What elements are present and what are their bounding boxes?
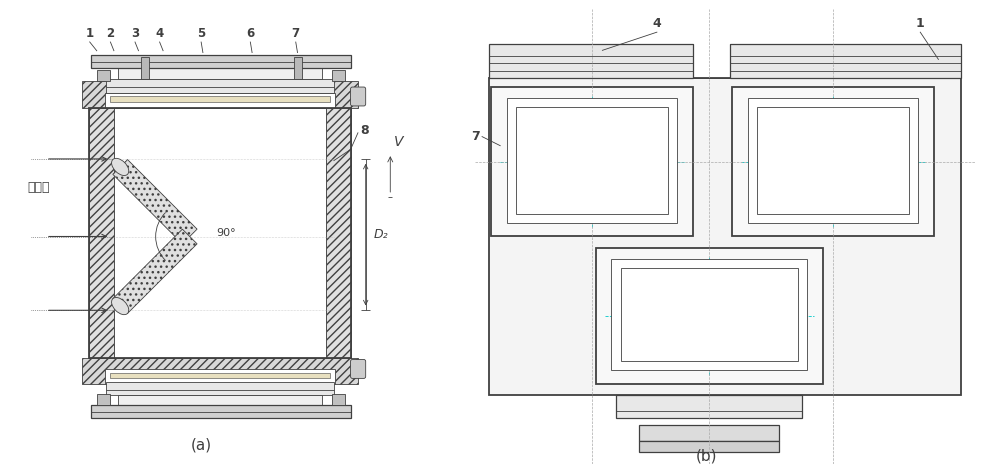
Bar [105, 93, 335, 108]
Polygon shape [113, 229, 197, 314]
Bar [118, 395, 322, 407]
Bar [332, 70, 345, 81]
Bar [294, 57, 302, 79]
Bar [616, 395, 802, 418]
Bar [141, 57, 149, 79]
Bar [757, 107, 909, 214]
Text: 1: 1 [916, 17, 925, 30]
Text: 6: 6 [246, 27, 254, 40]
Text: 7: 7 [292, 27, 300, 40]
Bar [110, 96, 330, 102]
Ellipse shape [112, 298, 129, 315]
Bar [332, 394, 345, 405]
Text: 4: 4 [155, 27, 164, 40]
Text: 2: 2 [106, 27, 114, 40]
Bar [639, 441, 779, 452]
Bar [596, 248, 823, 384]
Text: D₂: D₂ [373, 228, 388, 241]
Text: 8: 8 [360, 124, 369, 137]
Text: 7: 7 [471, 130, 480, 143]
Bar [491, 87, 693, 236]
Bar [732, 87, 934, 236]
Text: 90°: 90° [216, 228, 236, 238]
Text: 5: 5 [197, 27, 205, 40]
Bar [114, 108, 326, 358]
Text: 入射光: 入射光 [27, 181, 50, 194]
Bar [89, 108, 351, 358]
Bar [97, 70, 110, 81]
Text: 3: 3 [131, 27, 139, 40]
Bar [106, 382, 334, 395]
Bar [106, 79, 334, 93]
FancyBboxPatch shape [351, 87, 366, 106]
Text: 4: 4 [653, 17, 661, 30]
Bar [730, 44, 961, 78]
Bar [611, 259, 807, 370]
Bar [489, 78, 961, 395]
FancyBboxPatch shape [351, 359, 366, 378]
Bar [82, 358, 358, 384]
Text: (b): (b) [696, 448, 718, 464]
Text: V: V [394, 135, 404, 149]
Ellipse shape [112, 158, 129, 175]
Text: (a): (a) [191, 437, 212, 452]
Bar [82, 81, 358, 108]
Bar [639, 425, 779, 441]
Bar [118, 68, 322, 79]
Bar [91, 405, 351, 418]
Bar [507, 98, 677, 223]
Polygon shape [113, 159, 197, 244]
Bar [621, 268, 798, 361]
Bar [516, 107, 668, 214]
Bar [326, 108, 351, 358]
Bar [89, 108, 114, 358]
Bar [97, 394, 110, 405]
Bar [489, 44, 693, 78]
Text: 1: 1 [85, 27, 94, 40]
Bar [105, 369, 335, 384]
Bar [748, 98, 918, 223]
Bar [110, 373, 330, 378]
Bar [91, 55, 351, 68]
